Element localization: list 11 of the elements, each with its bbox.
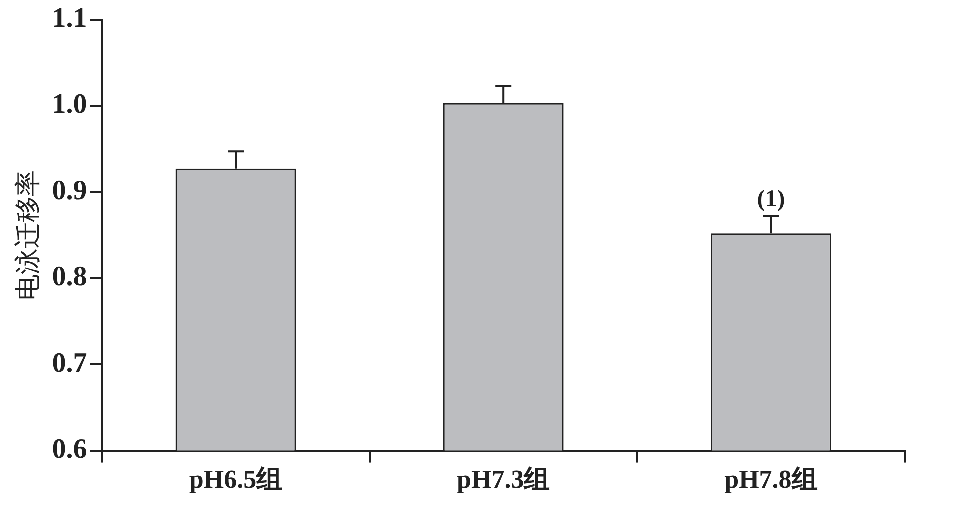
y-tick-label: 1.1	[52, 3, 88, 34]
x-tick-label: pH7.8组	[724, 465, 818, 494]
y-tick-label: 0.9	[52, 175, 88, 206]
y-tick-label: 0.7	[52, 348, 88, 379]
x-tick-label: pH6.5组	[189, 465, 283, 494]
x-tick-label: pH7.3组	[457, 465, 550, 494]
annotation: (1)	[757, 186, 786, 213]
y-tick-label: 1.0	[52, 89, 88, 120]
y-tick-label: 0.8	[52, 262, 88, 293]
y-tick-label: 0.6	[52, 434, 88, 466]
y-axis-title: 电泳迁移率	[13, 170, 44, 300]
